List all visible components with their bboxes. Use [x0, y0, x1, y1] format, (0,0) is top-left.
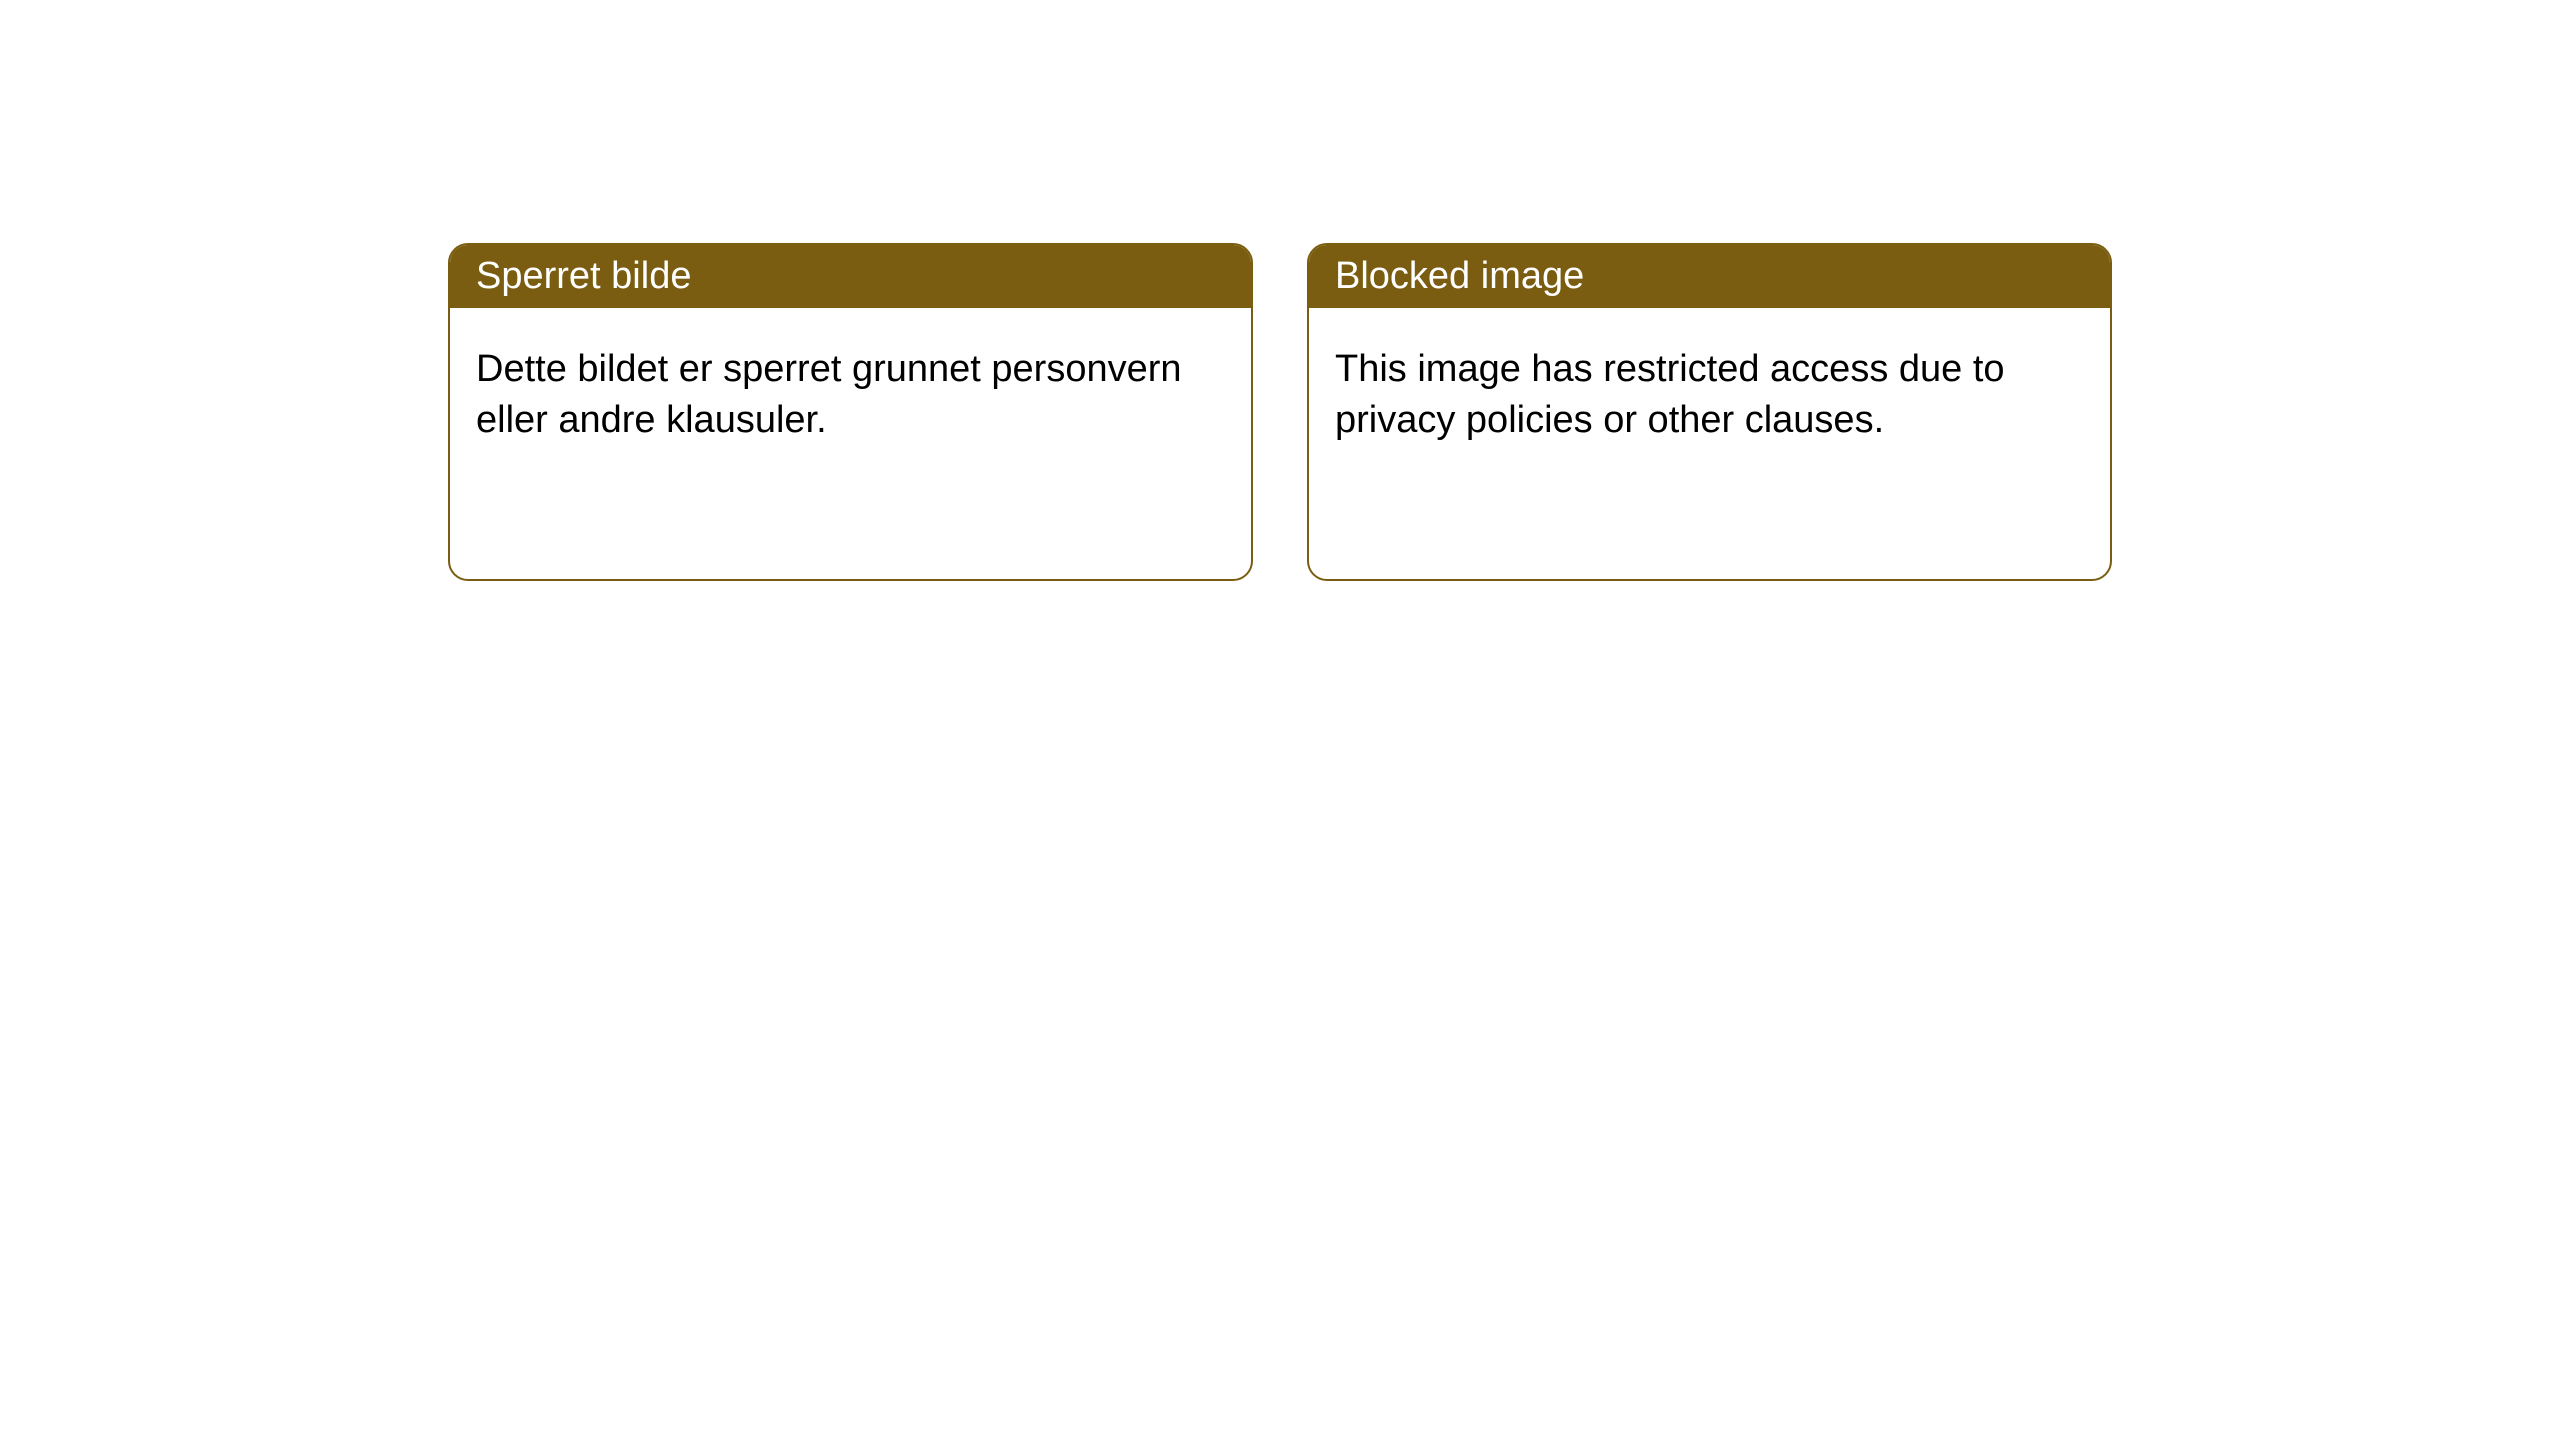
notice-body-norwegian: Dette bildet er sperret grunnet personve… — [450, 308, 1251, 483]
notice-title-english: Blocked image — [1309, 245, 2110, 308]
notice-title-norwegian: Sperret bilde — [450, 245, 1251, 308]
notice-card-norwegian: Sperret bilde Dette bildet er sperret gr… — [448, 243, 1253, 581]
notice-body-english: This image has restricted access due to … — [1309, 308, 2110, 483]
notice-card-english: Blocked image This image has restricted … — [1307, 243, 2112, 581]
notice-container: Sperret bilde Dette bildet er sperret gr… — [0, 0, 2560, 581]
